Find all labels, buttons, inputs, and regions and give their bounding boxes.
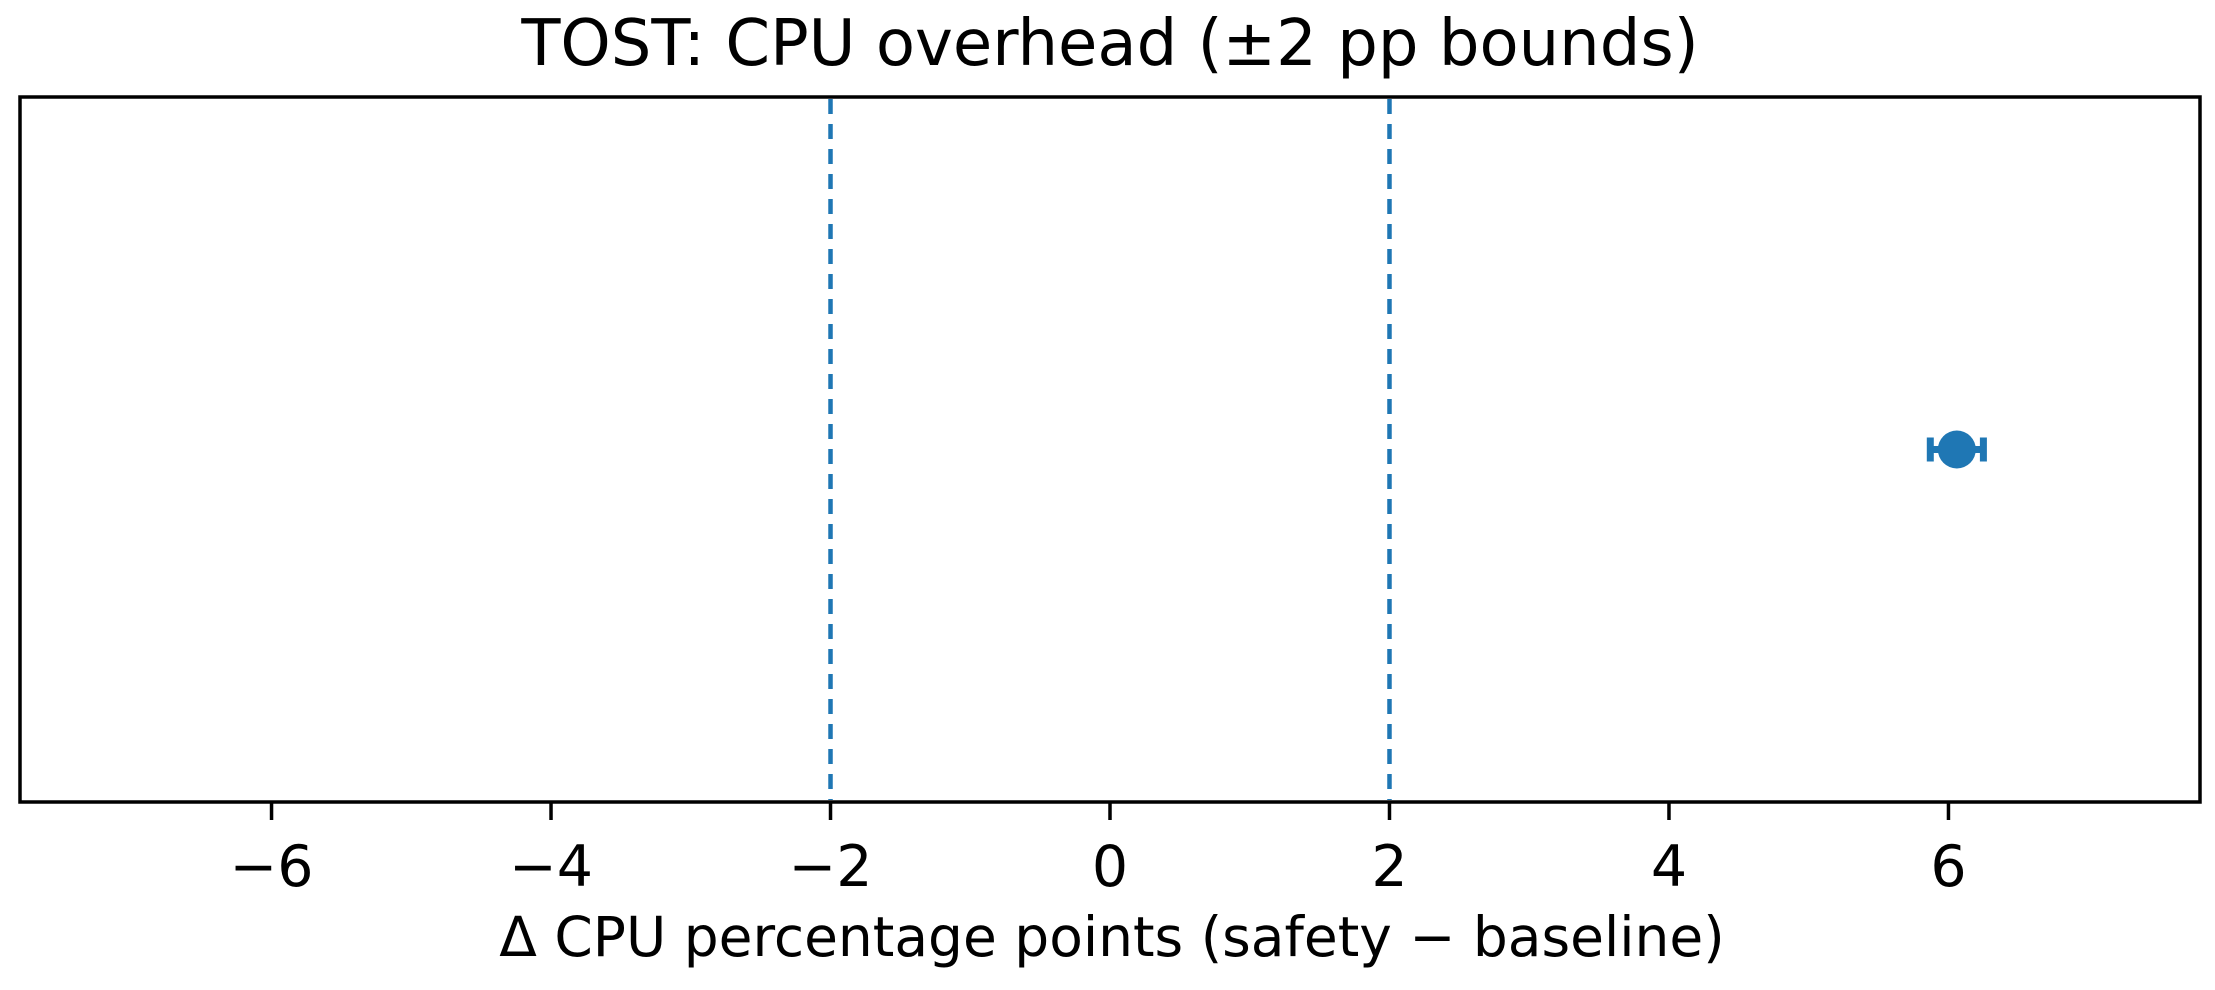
- x-tick-label: −6: [230, 834, 314, 900]
- x-tick-label: −2: [788, 834, 872, 900]
- plot-frame: [18, 95, 2202, 804]
- x-tick-label: 0: [1092, 834, 1128, 900]
- x-axis-ticks-layer: −6 −4 −2 0 2 4 6: [230, 802, 1967, 900]
- data-point-marker: [1937, 430, 1976, 469]
- x-tick-label: 4: [1651, 834, 1687, 900]
- series-layer: [1926, 430, 1987, 469]
- x-tick-label: 2: [1371, 834, 1407, 900]
- x-tick-label: −4: [509, 834, 593, 900]
- chart-title: TOST: CPU overhead (±2 pp bounds): [520, 7, 1698, 81]
- equivalence-bounds-layer: [828, 99, 1392, 800]
- x-tick-label: 6: [1930, 834, 1966, 900]
- x-axis-label: Δ CPU percentage points (safety − baseli…: [499, 905, 1724, 969]
